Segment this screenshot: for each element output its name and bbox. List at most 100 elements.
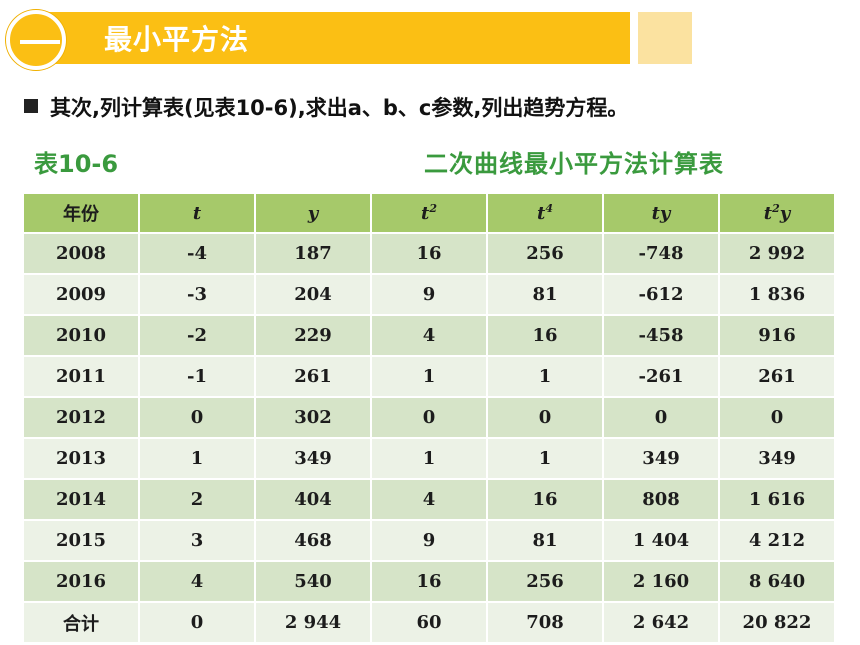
table-cell: 4 (370, 314, 488, 357)
table-cell: 1 404 (602, 519, 720, 562)
table-cell: 2 642 (602, 601, 720, 644)
bullet-text: 其次,列计算表(见表10-6),求出a、b、c参数,列出趋势方程。 (50, 96, 629, 120)
header-t: t (138, 192, 256, 234)
table-cell: 2013 (22, 437, 140, 480)
table-row: 合计 0 2 944 60 708 2 642 20 822 (22, 601, 836, 644)
table-cell: 0 (486, 396, 604, 439)
table-cell: 1 (486, 355, 604, 398)
table-cell: 302 (254, 396, 372, 439)
table-cell: 404 (254, 478, 372, 521)
numeral-one-glyph (20, 40, 60, 44)
table-body: 2008 -4 187 16 256 -748 2 992 2009 -3 204 9 81 -612 1… (22, 232, 836, 644)
bullet-paragraph: 其次,列计算表(见表10-6),求出a、b、c参数,列出趋势方程。 (24, 92, 628, 122)
table-cell: -612 (602, 273, 720, 316)
calculation-table: 年份 t y t2 t4 ty t2y 2008 -4 187 16 256 -748 2 … (22, 192, 836, 644)
table-cell: 261 (718, 355, 836, 398)
page-title: 最小平方法 (104, 23, 250, 56)
table-cell: 2012 (22, 396, 140, 439)
table-cell: -748 (602, 232, 720, 275)
table-cell: 2011 (22, 355, 140, 398)
table-cell: 2016 (22, 560, 140, 603)
table-cell: 9 (370, 273, 488, 316)
table-cell: -4 (138, 232, 256, 275)
section-number-icon (6, 10, 66, 70)
table-cell: -261 (602, 355, 720, 398)
table-cell: 256 (486, 232, 604, 275)
table-cell: 2014 (22, 478, 140, 521)
table-cell: 16 (486, 314, 604, 357)
table-cell: 2 160 (602, 560, 720, 603)
table-cell: 9 (370, 519, 488, 562)
table-cell: 4 212 (718, 519, 836, 562)
table-cell: 81 (486, 273, 604, 316)
table-cell: 256 (486, 560, 604, 603)
table-cell: 349 (718, 437, 836, 480)
table-cell: 204 (254, 273, 372, 316)
table-cell: 20 822 (718, 601, 836, 644)
header-year: 年份 (22, 192, 140, 234)
table-cell: 1 (370, 355, 488, 398)
table-row: 2012 0 302 0 0 0 0 (22, 396, 836, 439)
table-cell: 349 (602, 437, 720, 480)
header-ty: ty (602, 192, 720, 234)
table-row: 2015 3 468 9 81 1 404 4 212 (22, 519, 836, 562)
table-cell: -1 (138, 355, 256, 398)
table-cell: 2 944 (254, 601, 372, 644)
table-cell: 349 (254, 437, 372, 480)
table-cell: -3 (138, 273, 256, 316)
table-row: 2016 4 540 16 256 2 160 8 640 (22, 560, 836, 603)
table-row: 2008 -4 187 16 256 -748 2 992 (22, 232, 836, 275)
table-cell: 4 (370, 478, 488, 521)
header-t2-label: t2 (421, 202, 437, 224)
table-cell: 1 (370, 437, 488, 480)
header-t4: t4 (486, 192, 604, 234)
table-cell: 合计 (22, 601, 140, 644)
table-cell: 16 (370, 232, 488, 275)
table-cell: 0 (138, 601, 256, 644)
table-cell: 4 (138, 560, 256, 603)
header-y: y (254, 192, 372, 234)
table-cell: 229 (254, 314, 372, 357)
title-accent-square (638, 12, 692, 64)
table-cell: 16 (486, 478, 604, 521)
table-row: 2013 1 349 1 1 349 349 (22, 437, 836, 480)
table-cell: 0 (602, 396, 720, 439)
table-cell: 187 (254, 232, 372, 275)
table-cell: 3 (138, 519, 256, 562)
header-t2: t2 (370, 192, 488, 234)
header-t2y: t2y (718, 192, 836, 234)
table-cell: 2015 (22, 519, 140, 562)
table-cell: 0 (370, 396, 488, 439)
table-cell: 81 (486, 519, 604, 562)
table-cell: 1 (138, 437, 256, 480)
table-number: 表10-6 (34, 150, 119, 178)
table-cell: 468 (254, 519, 372, 562)
title-bar (30, 12, 630, 64)
table-cell: 2010 (22, 314, 140, 357)
table-cell: 540 (254, 560, 372, 603)
table-cell: -2 (138, 314, 256, 357)
table-cell: 0 (138, 396, 256, 439)
table-cell: 1 (486, 437, 604, 480)
table-cell: 60 (370, 601, 488, 644)
table-cell: 16 (370, 560, 488, 603)
table-cell: -458 (602, 314, 720, 357)
bullet-square-icon (24, 99, 38, 113)
table-cell: 916 (718, 314, 836, 357)
header-t4-label: t4 (537, 202, 553, 224)
table-row: 2011 -1 261 1 1 -261 261 (22, 355, 836, 398)
table-cell: 261 (254, 355, 372, 398)
table-caption: 二次曲线最小平方法计算表 (424, 150, 724, 178)
table-cell: 2009 (22, 273, 140, 316)
table-row: 2009 -3 204 9 81 -612 1 836 (22, 273, 836, 316)
table-cell: 708 (486, 601, 604, 644)
header-t2y-label: t2y (763, 202, 791, 224)
table-header-row: 年份 t y t2 t4 ty t2y (22, 192, 836, 234)
table-cell: 0 (718, 396, 836, 439)
table-cell: 2 992 (718, 232, 836, 275)
table-cell: 8 640 (718, 560, 836, 603)
table-row: 2014 2 404 4 16 808 1 616 (22, 478, 836, 521)
table-row: 2010 -2 229 4 16 -458 916 (22, 314, 836, 357)
table-cell: 1 616 (718, 478, 836, 521)
table-cell: 808 (602, 478, 720, 521)
